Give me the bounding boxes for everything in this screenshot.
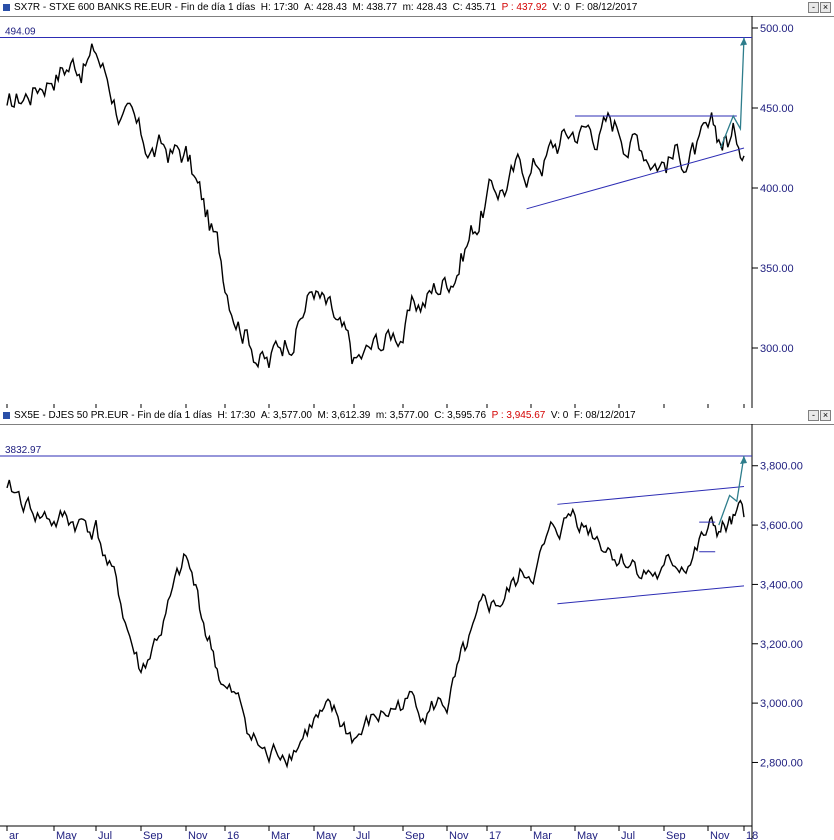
minimize-icon[interactable]: - <box>808 410 819 421</box>
x-tick-label: Jul <box>621 830 635 840</box>
projection-arrow <box>719 37 745 149</box>
date: F: 08/12/2017 <box>573 410 636 421</box>
x-tick-label: Sep <box>405 830 425 840</box>
hour: H: 17:30 <box>217 410 256 421</box>
volume: V: 0 <box>550 410 569 421</box>
period: Fin de día 1 días <box>180 2 256 13</box>
volume: V: 0 <box>552 2 570 13</box>
sx5e-panel: SX5E - DJES 50 PR.EUR - Fin de día 1 día… <box>0 408 834 840</box>
y-tick-label: 500.00 <box>760 23 794 35</box>
open: A: 428.43 <box>304 2 347 13</box>
x-tick-label: 17 <box>489 830 501 840</box>
y-tick-label: 350.00 <box>760 263 794 275</box>
x-tick-label: Mar <box>533 830 552 840</box>
instrument-name: STXE 600 BANKS RE.EUR <box>49 2 172 13</box>
max-level-label: 3832.97 <box>5 445 42 456</box>
x-tick-label: Mar <box>271 830 290 840</box>
projection-arrow <box>718 455 745 526</box>
x-tick-label: May <box>56 830 77 840</box>
hour: H: 17:30 <box>260 2 299 13</box>
y-tick-label: 3,800.00 <box>760 461 803 473</box>
y-tick-label: 3,200.00 <box>760 639 803 651</box>
low: m: 428.43 <box>402 2 448 13</box>
x-tick-label: Jul <box>356 830 370 840</box>
trendline <box>526 147 745 210</box>
sx7r-header-text: SX7R - STXE 600 BANKS RE.EUR - Fin de dí… <box>14 2 638 13</box>
x-tick-label: May <box>316 830 337 840</box>
instrument-name: DJES 50 PR.EUR <box>48 410 129 421</box>
price-series <box>6 43 745 369</box>
sx7r-header: SX7R - STXE 600 BANKS RE.EUR - Fin de dí… <box>0 0 834 16</box>
close: C: 435.71 <box>452 2 497 13</box>
sx5e-chart: 3,800.00 3,600.00 3,400.00 3,200.00 3,000.00… <box>0 424 834 840</box>
close: C: 3,595.76 <box>434 410 487 421</box>
y-tick-label: 450.00 <box>760 103 794 115</box>
close-icon[interactable]: × <box>820 2 831 13</box>
y-tick-label: 2,800.00 <box>760 757 803 769</box>
series-icon <box>3 4 10 11</box>
x-tick-label: Sep <box>143 830 163 840</box>
x-tick-label: 18 <box>746 830 758 840</box>
trendline <box>557 486 745 505</box>
x-tick-label: 16 <box>227 830 239 840</box>
projection-arrowhead <box>740 455 747 464</box>
max-level-label: 494.09 <box>5 26 36 37</box>
trendline <box>557 585 745 605</box>
y-tick-label: 3,600.00 <box>760 520 803 532</box>
low: m: 3,577.00 <box>375 410 429 421</box>
y-tick-label: 3,400.00 <box>760 579 803 591</box>
high: M: 438.77 <box>352 2 398 13</box>
period: Fin de día 1 días <box>137 410 212 421</box>
previous: P : 437.92 <box>501 2 547 13</box>
x-tick-label: Nov <box>449 830 469 840</box>
sx5e-header-text: SX5E - DJES 50 PR.EUR - Fin de día 1 día… <box>14 410 636 421</box>
x-tick-label: Jul <box>98 830 112 840</box>
x-tick-label: Nov <box>188 830 208 840</box>
minimize-icon[interactable]: - <box>808 2 819 13</box>
price-series <box>6 479 745 769</box>
x-tick-label: ar <box>9 830 19 840</box>
close-icon[interactable]: × <box>820 410 831 421</box>
y-tick-label: 3,000.00 <box>760 698 803 710</box>
symbol: SX5E <box>14 410 40 421</box>
y-tick-label: 300.00 <box>760 343 794 355</box>
sx7r-panel: SX7R - STXE 600 BANKS RE.EUR - Fin de dí… <box>0 0 834 408</box>
sx7r-chart: 500.00 450.00 400.00 350.00 300.00 494.09 <box>0 16 834 408</box>
x-tick-label: Nov <box>710 830 730 840</box>
series-icon <box>3 412 10 419</box>
projection-arrowhead <box>740 37 747 46</box>
sx5e-header: SX5E - DJES 50 PR.EUR - Fin de día 1 día… <box>0 408 834 424</box>
open: A: 3,577.00 <box>260 410 312 421</box>
symbol: SX7R <box>14 2 41 13</box>
high: M: 3,612.39 <box>317 410 371 421</box>
previous: P : 3,945.67 <box>491 410 546 421</box>
y-tick-label: 400.00 <box>760 183 794 195</box>
x-tick-label: Sep <box>666 830 686 840</box>
x-tick-label: May <box>577 830 598 840</box>
date: F: 08/12/2017 <box>575 2 638 13</box>
